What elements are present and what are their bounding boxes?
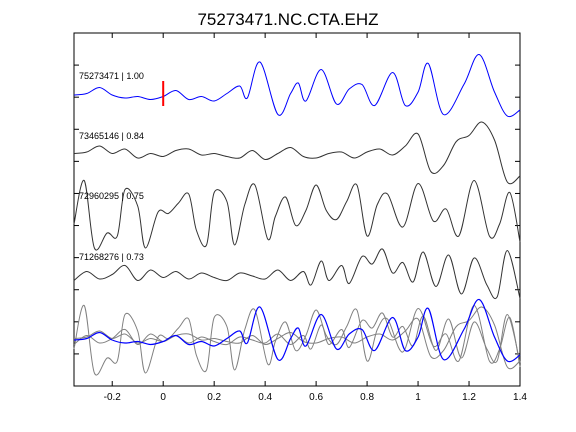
overlay-traces: [73, 298, 521, 376]
waveform-trace: [73, 248, 521, 299]
waveform-trace: [73, 179, 521, 251]
x-tick-label: 1: [415, 392, 421, 403]
x-tick-label: 1.4: [513, 392, 527, 403]
waveform-traces: [73, 54, 521, 299]
x-tick-label: -0.2: [104, 392, 122, 403]
overlay-trace: [73, 306, 521, 370]
x-tick-label: 0.8: [360, 392, 374, 403]
x-tick-label: 0: [160, 392, 166, 403]
x-tick-label: 0.2: [207, 392, 221, 403]
x-tick-label: 0.6: [309, 392, 323, 403]
overlay-trace: [73, 298, 521, 363]
x-tick-label: 0.4: [258, 392, 272, 403]
x-tick-label: 1.2: [462, 392, 476, 403]
waveform-trace: [73, 54, 521, 118]
trace-label: 71268276 | 0.73: [79, 252, 144, 262]
waveform-trace: [73, 121, 521, 185]
trace-label: 75273471 | 1.00: [79, 71, 144, 81]
axis-ticks: -0.2 0 0.2 0.4 0.6 0.8 1 1.2 1.4: [74, 33, 527, 403]
trace-label: 73465146 | 0.84: [79, 131, 144, 141]
chart-title: 75273471.NC.CTA.EHZ: [197, 10, 378, 29]
overlay-trace: [73, 304, 521, 376]
plot-frame: [73, 32, 521, 387]
trace-label: 72960295 | 0.75: [79, 191, 144, 201]
overlay-trace: [73, 312, 521, 363]
trace-labels: 75273471 | 1.00 73465146 | 0.84 72960295 |…: [79, 71, 144, 262]
